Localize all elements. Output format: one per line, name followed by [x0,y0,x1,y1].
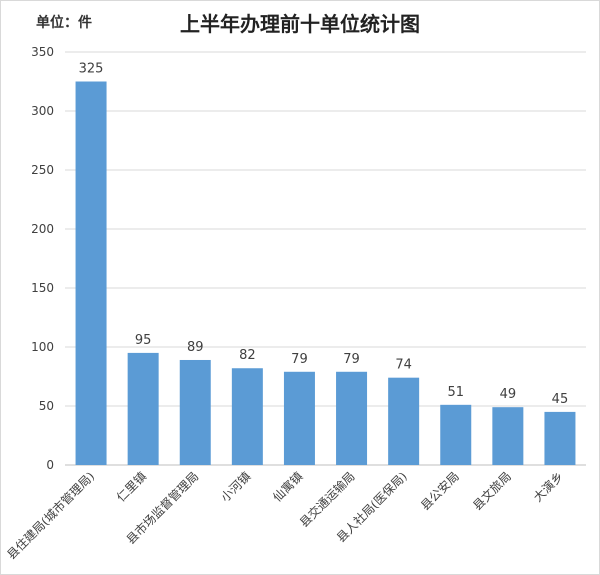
y-tick-label: 50 [39,399,54,413]
bar [179,359,211,465]
y-tick-label: 350 [31,45,54,59]
x-tick-label: 县文旅局 [469,469,514,514]
y-tick-label: 150 [31,281,54,295]
data-label: 325 [79,62,104,77]
data-label: 51 [447,385,464,400]
bar [283,371,315,465]
unit-label: 单位：件 [36,15,92,31]
data-label: 79 [343,352,360,367]
data-label: 74 [395,358,412,373]
data-label: 95 [135,333,152,348]
bar [231,368,263,465]
bar [336,371,368,465]
data-label: 45 [552,392,569,407]
y-tick-label: 200 [31,222,54,236]
x-tick-label: 小河镇 [218,469,253,504]
data-label: 82 [239,348,256,363]
bar [544,411,576,465]
bar [388,377,420,465]
chart-title: 上半年办理前十单位统计图 [180,12,420,36]
x-tick-label: 县公安局 [417,469,462,514]
bar [127,352,159,465]
bar [75,81,107,465]
y-tick-label: 300 [31,104,54,118]
x-tick-label: 大演乡 [530,469,566,505]
bar [440,404,472,465]
bar [492,407,524,465]
data-label: 49 [500,387,517,402]
x-tick-label: 仁里镇 [114,469,149,504]
y-tick-label: 250 [31,163,54,177]
data-label: 79 [291,352,308,367]
x-tick-label: 仙寓镇 [269,469,305,505]
data-label: 89 [187,340,204,355]
x-tick-label: 县住建局(城市管理局) [4,469,98,563]
y-tick-label: 0 [46,458,54,472]
y-tick-label: 100 [31,340,54,354]
